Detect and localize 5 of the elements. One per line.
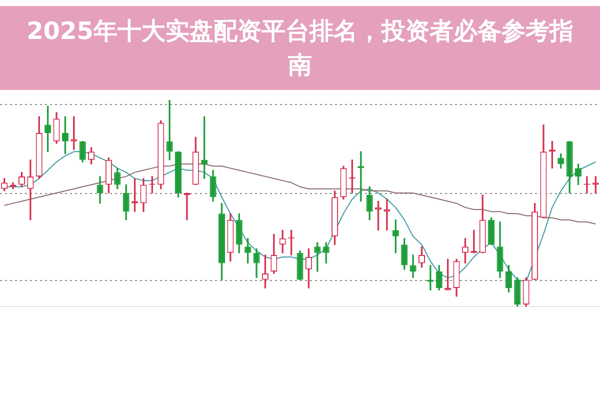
candlestick — [27, 160, 34, 220]
candlestick — [410, 254, 416, 278]
candlestick — [427, 264, 434, 290]
chart-title: 2025年十大实盘配资平台排名，投资者必备参考指南 — [26, 16, 574, 81]
candlestick — [166, 100, 173, 160]
